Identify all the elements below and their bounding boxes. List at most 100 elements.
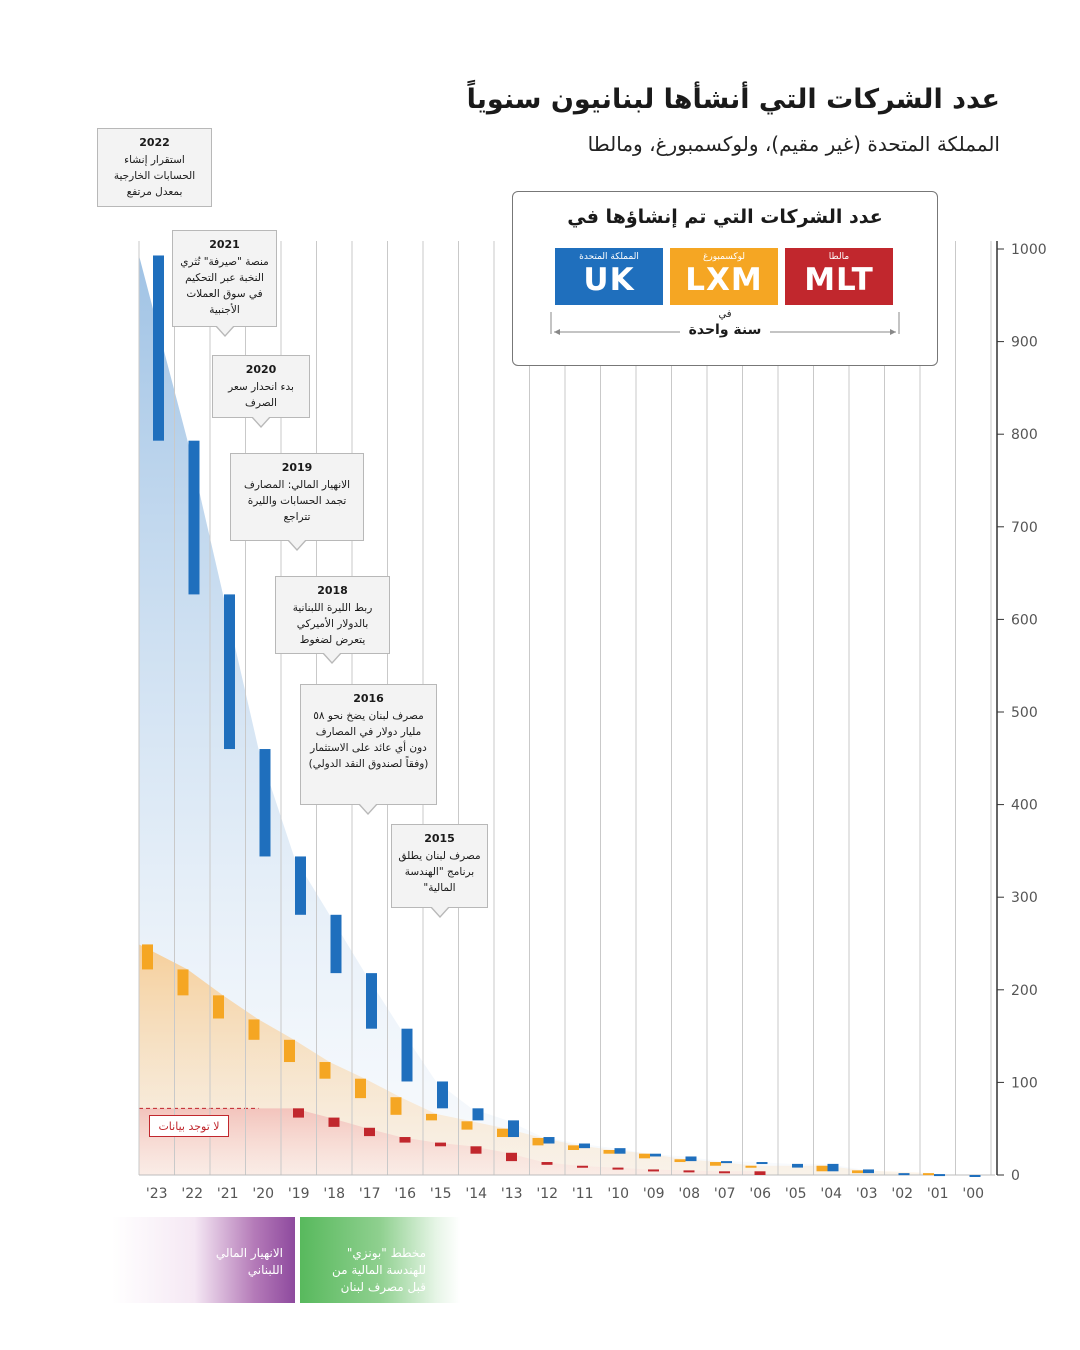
- y-tick-label: 800: [1011, 427, 1038, 443]
- period-ponzi: مخطط "بونزي" للهندسة المالية من قبل مصرف…: [300, 1217, 460, 1303]
- x-tick-label: '12: [536, 1186, 558, 1202]
- y-tick-label: 0: [1011, 1168, 1020, 1184]
- bar-lxm-18: [319, 1062, 331, 1079]
- x-tick-label: '17: [359, 1186, 381, 1202]
- annotation-text: بدء انحدار سعر الصرف: [228, 381, 294, 409]
- annotation-2022: 2022 استقرار إنشاء الحسابات الخارجية بمع…: [97, 128, 212, 207]
- bar-lxm-16: [390, 1097, 402, 1115]
- bar-lxm-01: [923, 1173, 934, 1176]
- bar-uk-08: [685, 1156, 697, 1162]
- bar-lxm-17: [355, 1078, 366, 1099]
- annotation-year: 2019: [281, 461, 313, 474]
- bar-lxm-20: [248, 1019, 260, 1040]
- y-tick-label: 900: [1011, 335, 1038, 351]
- x-tick-label: '10: [607, 1186, 629, 1202]
- legend-chip-lxm-code: LXM: [685, 262, 763, 298]
- annotation-2016: 2016 مصرف لبنان يضخ نحو ٥٨ مليار دولار ف…: [300, 684, 437, 815]
- period-ponzi-label: مخطط "بونزي" للهندسة المالية من قبل مصرف…: [331, 1246, 426, 1294]
- bar-lxm-13: [497, 1128, 508, 1138]
- annotation-text: استقرار إنشاء الحسابات الخارجية بمعدل مر…: [113, 154, 196, 198]
- area-uk: [139, 255, 969, 1175]
- legend-period: سنة واحدة: [688, 322, 762, 338]
- y-tick-label: 300: [1011, 890, 1038, 906]
- annotation-2018: 2018 ربط الليرة اللبنانية بالدولار الأمي…: [275, 576, 390, 664]
- annotation-2021: 2021 منصة "صيرفة" تُثري النخبة عبر التحك…: [172, 230, 277, 337]
- annotation-pointer: [430, 906, 450, 918]
- bar-lxm-21: [213, 995, 224, 1019]
- x-tick-label: '20: [252, 1186, 274, 1202]
- bar-uk-04: [827, 1163, 839, 1172]
- annotation-pointer: [251, 416, 271, 428]
- x-tick-label: '16: [394, 1186, 416, 1202]
- bar-uk-18: [330, 914, 342, 974]
- annotation-2019: 2019 الانهيار المالي: المصارف تجمد الحسا…: [230, 453, 364, 551]
- area-lxm: [139, 944, 933, 1175]
- x-tick-label: '19: [288, 1186, 310, 1202]
- bar-mlt-14: [470, 1146, 482, 1154]
- x-tick-label: '01: [927, 1186, 949, 1202]
- bar-lxm-08: [674, 1159, 686, 1163]
- bar-uk-09: [650, 1153, 661, 1157]
- y-tick-label: 400: [1011, 798, 1038, 814]
- x-tick-label: '11: [572, 1186, 594, 1202]
- annotation-pointer: [358, 803, 378, 815]
- bar-lxm-11: [568, 1145, 579, 1150]
- annotation-2020: 2020 بدء انحدار سعر الصرف: [212, 355, 310, 428]
- annotation-text: ربط الليرة اللبنانية بالدولار الأميركي ي…: [292, 602, 373, 646]
- x-tick-label: '00: [962, 1186, 984, 1202]
- bar-uk-01: [934, 1174, 945, 1177]
- bar-uk-16: [401, 1028, 413, 1082]
- bar-lxm-03: [852, 1170, 863, 1174]
- legend-chip-mlt: مالطا MLT: [785, 248, 893, 305]
- x-tick-label: '06: [749, 1186, 771, 1202]
- legend-chip-lxm-label: لوكسمبورغ: [703, 252, 745, 262]
- annotation-year: 2016: [353, 692, 384, 705]
- bar-mlt-08: [683, 1170, 695, 1173]
- annotation-year: 2022: [139, 136, 170, 149]
- no-data-label: لا توجد بيانات: [149, 1115, 229, 1137]
- annotation-pointer: [215, 325, 235, 337]
- bar-mlt-09: [648, 1169, 659, 1172]
- x-tick-label: '07: [714, 1186, 736, 1202]
- x-tick-label: '14: [465, 1186, 487, 1202]
- bar-uk-20: [259, 749, 271, 857]
- bar-uk-17: [366, 973, 377, 1029]
- bar-lxm-19: [284, 1039, 295, 1063]
- annotation-text: مصرف لبنان يضخ نحو ٥٨ مليار دولار في الم…: [308, 710, 429, 770]
- bar-uk-10: [614, 1148, 626, 1154]
- bar-uk-21: [224, 594, 235, 750]
- annotation-year: 2021: [209, 238, 240, 251]
- bar-uk-02: [898, 1173, 910, 1176]
- bar-lxm-10: [603, 1149, 615, 1154]
- x-tick-label: '23: [146, 1186, 168, 1202]
- x-tick-label: '18: [323, 1186, 345, 1202]
- bar-uk-14: [472, 1108, 484, 1121]
- x-tick-label: '21: [217, 1186, 239, 1202]
- bar-mlt-19: [293, 1108, 304, 1118]
- bar-uk-12: [543, 1137, 555, 1144]
- x-tick-label: '03: [856, 1186, 878, 1202]
- bar-lxm-23: [142, 944, 153, 970]
- period-crisis: الانهيار المالي اللبناني: [112, 1217, 295, 1303]
- y-tick-label: 200: [1011, 983, 1038, 999]
- bar-lxm-07: [710, 1162, 721, 1166]
- x-tick-label: '22: [181, 1186, 203, 1202]
- bar-lxm-15: [426, 1113, 437, 1121]
- bar-uk-15: [437, 1081, 448, 1109]
- period-crisis-label: الانهيار المالي اللبناني: [215, 1246, 283, 1277]
- legend-fi: في: [718, 309, 732, 320]
- bar-mlt-06: [754, 1171, 766, 1175]
- x-tick-label: '05: [785, 1186, 807, 1202]
- bar-mlt-11: [577, 1165, 588, 1168]
- bar-lxm-04: [816, 1165, 828, 1172]
- legend: عدد الشركات التي تم إنشاؤها في المملكة ا…: [512, 191, 938, 366]
- annotation-text: منصة "صيرفة" تُثري النخبة عبر التحكيم في…: [180, 256, 269, 316]
- legend-chip-mlt-code: MLT: [804, 262, 874, 298]
- x-tick-label: '15: [430, 1186, 452, 1202]
- chart-title: عدد الشركات التي أنشأها لبنانيون سنوياً: [466, 84, 1000, 115]
- bar-lxm-06: [745, 1165, 757, 1168]
- annotation-year: 2015: [424, 832, 455, 845]
- bar-mlt-13: [506, 1152, 517, 1162]
- x-tick-label: '13: [501, 1186, 523, 1202]
- bar-lxm-12: [532, 1137, 544, 1146]
